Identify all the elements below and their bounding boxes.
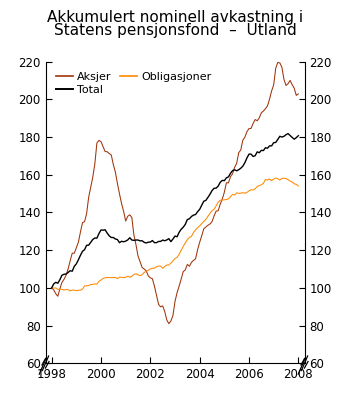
Text: Statens pensjonsfond  –  Utland: Statens pensjonsfond – Utland [54,23,296,38]
Text: Akkumulert nominell avkastning i: Akkumulert nominell avkastning i [47,10,303,25]
Legend: Aksjer, Total, Obligasjoner: Aksjer, Total, Obligasjoner [54,70,214,97]
